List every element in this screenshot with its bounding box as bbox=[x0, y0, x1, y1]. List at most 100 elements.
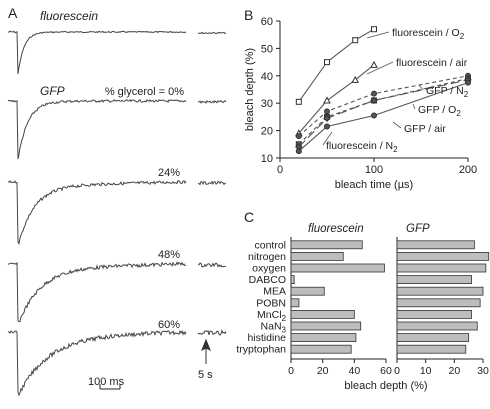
bar bbox=[396, 321, 478, 331]
recovery-trace bbox=[7, 30, 187, 75]
data-point bbox=[324, 123, 330, 130]
bar bbox=[290, 275, 295, 285]
series-line bbox=[298, 75, 469, 137]
category-label: DABCO bbox=[249, 274, 286, 286]
bar-x-tick-label: 0 bbox=[394, 365, 400, 377]
x-tick-label: 100 bbox=[365, 164, 383, 176]
recovery-trace-tail bbox=[197, 262, 227, 268]
data-point bbox=[370, 60, 378, 68]
glycerol-label-60: 60% bbox=[158, 319, 180, 331]
data-point bbox=[295, 98, 302, 105]
recovery-trace bbox=[7, 261, 187, 323]
y-tick-label: 10 bbox=[261, 153, 273, 165]
data-point bbox=[324, 108, 330, 115]
recovery-trace-tail bbox=[197, 180, 227, 186]
recovery-trace-tail bbox=[197, 329, 227, 336]
bar bbox=[290, 321, 362, 331]
bar-x-tick-label: 40 bbox=[348, 365, 360, 377]
series-line bbox=[298, 82, 469, 152]
bar-x-tick-label: 0 bbox=[288, 365, 294, 377]
data-point bbox=[371, 112, 377, 119]
bar bbox=[396, 333, 470, 343]
glycerol-label-24: 24% bbox=[158, 167, 180, 179]
category-label: NaN3 bbox=[261, 321, 287, 335]
recovery-trace bbox=[7, 179, 187, 245]
category-label: histidine bbox=[247, 332, 286, 344]
scale-bar-label: 100 ms bbox=[88, 376, 125, 388]
bar-x-axis-label: bleach depth (%) bbox=[344, 380, 427, 392]
panel-a-traces bbox=[7, 30, 227, 397]
data-point bbox=[352, 37, 359, 44]
series-label: GFP / O2 bbox=[418, 104, 461, 118]
bar bbox=[396, 344, 467, 354]
y-axis-label: bleach depth (%) bbox=[244, 48, 256, 131]
data-point bbox=[371, 90, 377, 97]
bar-chart-title: GFP bbox=[406, 223, 430, 235]
series-pointer bbox=[392, 121, 402, 129]
y-tick-label: 40 bbox=[261, 71, 273, 83]
bar bbox=[396, 286, 484, 296]
glycerol-label-48: 48% bbox=[158, 249, 180, 261]
data-point bbox=[371, 26, 377, 33]
bar bbox=[396, 251, 490, 261]
bar-x-tick-label: 20 bbox=[448, 365, 460, 377]
bar-chart-title: fluorescein bbox=[308, 223, 364, 235]
recovery-trace-tail bbox=[197, 99, 227, 104]
series-pointer bbox=[366, 31, 390, 39]
series-label: fluorescein / air bbox=[396, 57, 468, 69]
gap-arrow-icon bbox=[201, 338, 211, 364]
category-label: oxygen bbox=[252, 263, 286, 275]
data-point bbox=[465, 79, 471, 86]
bar bbox=[290, 263, 385, 273]
bar-x-tick-label: 60 bbox=[380, 365, 392, 377]
y-tick-label: 50 bbox=[261, 43, 273, 55]
series-line bbox=[298, 28, 375, 103]
panel-c-bar-charts: controlnitrogenoxygenDABCOMEAPOBNMnCl2Na… bbox=[236, 223, 490, 392]
data-point bbox=[370, 96, 378, 105]
data-point bbox=[295, 133, 302, 140]
bar bbox=[396, 309, 472, 319]
bar bbox=[290, 251, 344, 261]
x-tick-label: 200 bbox=[459, 164, 477, 176]
series-label: GFP / N2 bbox=[426, 85, 469, 99]
data-point bbox=[351, 75, 360, 83]
x-tick-label: 0 bbox=[277, 164, 283, 176]
bar bbox=[396, 275, 472, 285]
data-point bbox=[323, 96, 331, 104]
bar-x-tick-label: 10 bbox=[420, 365, 432, 377]
data-point bbox=[323, 114, 331, 122]
panel-label-a: A bbox=[8, 5, 18, 21]
bar bbox=[290, 298, 300, 308]
y-tick-label: 60 bbox=[261, 16, 273, 28]
x-axis-label: bleach time (µs) bbox=[335, 179, 413, 191]
panel-label-b: B bbox=[244, 7, 253, 23]
series-line bbox=[298, 64, 375, 134]
series-pointer bbox=[418, 84, 424, 91]
y-tick-label: 30 bbox=[261, 98, 273, 110]
panel-label-c: C bbox=[244, 209, 254, 225]
glycerol-label-0: % glycerol = 0% bbox=[105, 86, 184, 98]
series-pointer bbox=[322, 131, 333, 146]
category-label: control bbox=[254, 239, 286, 251]
data-point bbox=[295, 148, 302, 155]
series-pointer bbox=[366, 61, 394, 75]
bar bbox=[290, 286, 325, 296]
recovery-trace bbox=[7, 98, 187, 160]
bar bbox=[396, 298, 481, 308]
series-label: GFP / air bbox=[404, 123, 446, 135]
trace-label-gfp: GFP bbox=[40, 84, 65, 98]
recovery-trace bbox=[7, 329, 187, 397]
bar-x-tick-label: 30 bbox=[477, 365, 489, 377]
panel-b-line-chart: 0 100 200 10 20 30 40 50 60 bleach time (µs) bleac… bbox=[244, 16, 477, 191]
category-label: MEA bbox=[263, 286, 286, 298]
bar bbox=[290, 240, 363, 250]
bar bbox=[290, 309, 355, 319]
gap-label: 5 s bbox=[198, 369, 213, 381]
bar-x-tick-label: 20 bbox=[317, 365, 329, 377]
series-label: fluorescein / O2 bbox=[392, 27, 465, 41]
series-label: fluorescein / N2 bbox=[326, 140, 398, 154]
trace-label-fluorescein: fluorescein bbox=[40, 9, 98, 23]
bar bbox=[396, 263, 487, 273]
bar bbox=[290, 344, 352, 354]
